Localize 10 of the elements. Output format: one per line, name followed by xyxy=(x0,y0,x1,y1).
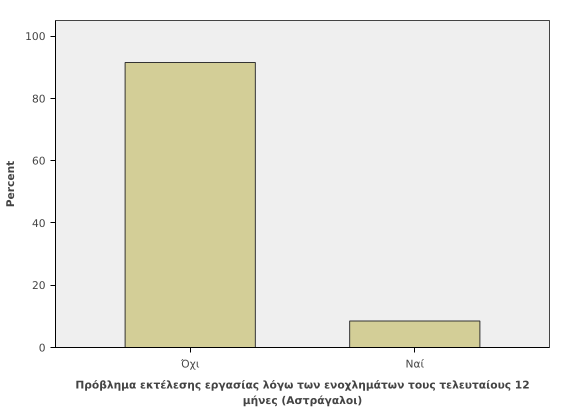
y-tick-label: 100 xyxy=(25,30,46,44)
y-tick-label: 60 xyxy=(32,154,46,168)
y-tick-label: 20 xyxy=(32,279,46,292)
y-axis-title: Percent xyxy=(4,160,18,208)
x-tick-label: Όχι xyxy=(180,358,200,370)
y-tick-label: 80 xyxy=(32,92,46,106)
x-tick-label: Ναί xyxy=(405,358,424,370)
y-tick-label: 40 xyxy=(32,216,46,230)
y-tick-label: 0 xyxy=(38,342,46,354)
x-axis-title: Πρόβλημα εκτέλεσης εργασίας λόγω των ενοχλημάτων τους τελευταίους 12 μήνες (Αστράγαλοι) xyxy=(75,378,530,408)
